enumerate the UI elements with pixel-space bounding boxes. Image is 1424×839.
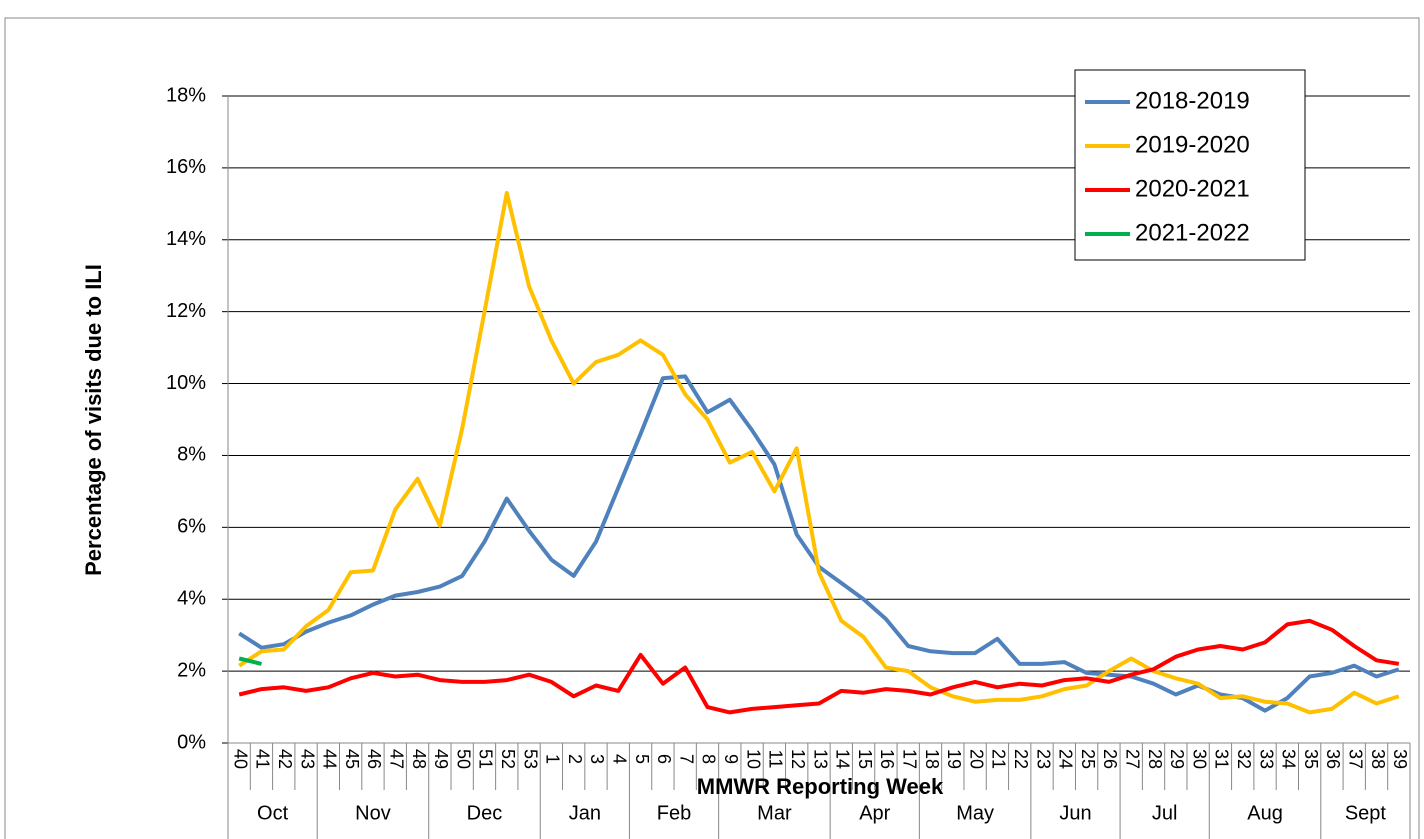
x-tick-label: 33 xyxy=(1256,749,1276,769)
month-label: May xyxy=(956,802,994,824)
x-tick-label: 31 xyxy=(1212,749,1232,769)
x-tick-label: 3 xyxy=(587,754,607,764)
x-tick-label: 18 xyxy=(922,749,942,769)
x-tick-label: 36 xyxy=(1323,749,1343,769)
y-tick-label: 16% xyxy=(166,156,206,178)
month-label: Aug xyxy=(1247,802,1283,824)
x-tick-label: 2 xyxy=(565,754,585,764)
x-axis-label: MMWR Reporting Week xyxy=(697,774,944,799)
x-tick-label: 41 xyxy=(253,749,273,769)
x-tick-label: 48 xyxy=(409,749,429,769)
x-tick-label: 8 xyxy=(699,754,719,764)
x-tick-label: 22 xyxy=(1011,749,1031,769)
x-tick-label: 21 xyxy=(989,749,1009,769)
x-tick-label: 13 xyxy=(810,749,830,769)
x-tick-label: 30 xyxy=(1189,749,1209,769)
month-label: Sept xyxy=(1345,802,1387,824)
x-tick-label: 5 xyxy=(632,754,652,764)
x-tick-label: 40 xyxy=(230,749,250,769)
x-tick-label: 27 xyxy=(1122,749,1142,769)
x-tick-label: 26 xyxy=(1100,749,1120,769)
month-label: Apr xyxy=(859,802,890,824)
y-tick-label: 18% xyxy=(166,84,206,106)
x-tick-label: 17 xyxy=(899,749,919,769)
legend-label: 2018-2019 xyxy=(1135,87,1250,114)
x-tick-label: 47 xyxy=(387,749,407,769)
x-tick-label: 19 xyxy=(944,749,964,769)
x-tick-label: 52 xyxy=(498,749,518,769)
y-tick-label: 2% xyxy=(177,659,206,681)
x-tick-label: 4 xyxy=(610,754,630,764)
x-tick-label: 49 xyxy=(431,749,451,769)
x-tick-label: 10 xyxy=(743,749,763,769)
x-tick-label: 25 xyxy=(1078,749,1098,769)
x-tick-label: 35 xyxy=(1301,749,1321,769)
x-tick-label: 7 xyxy=(676,754,696,764)
x-tick-label: 20 xyxy=(966,749,986,769)
y-tick-label: 8% xyxy=(177,444,206,466)
x-tick-label: 12 xyxy=(788,749,808,769)
x-tick-label: 29 xyxy=(1167,749,1187,769)
x-tick-label: 42 xyxy=(275,749,295,769)
x-tick-label: 43 xyxy=(297,749,317,769)
series-line xyxy=(238,618,1400,715)
y-tick-label: 12% xyxy=(166,300,206,322)
x-tick-label: 34 xyxy=(1279,749,1299,769)
month-label: Nov xyxy=(355,802,391,824)
x-tick-label: 15 xyxy=(855,749,875,769)
x-tick-label: 14 xyxy=(833,749,853,769)
month-label: Jan xyxy=(569,802,601,824)
x-tick-label: 53 xyxy=(520,749,540,769)
month-label: Jun xyxy=(1059,802,1091,824)
x-tick-label: 45 xyxy=(342,749,362,769)
legend-label: 2021-2022 xyxy=(1135,219,1250,246)
month-label: Mar xyxy=(757,802,792,824)
month-label: Dec xyxy=(467,802,503,824)
y-tick-label: 4% xyxy=(177,588,206,610)
month-label: Feb xyxy=(657,802,691,824)
legend-label: 2019-2020 xyxy=(1135,131,1250,158)
y-axis-label: Percentage of visits due to ILI xyxy=(81,264,106,576)
x-tick-label: 46 xyxy=(364,749,384,769)
x-tick-label: 32 xyxy=(1234,749,1254,769)
y-tick-label: 14% xyxy=(166,228,206,250)
x-tick-label: 1 xyxy=(543,754,563,764)
x-tick-label: 16 xyxy=(877,749,897,769)
x-tick-label: 51 xyxy=(476,749,496,769)
x-tick-label: 39 xyxy=(1390,749,1410,769)
x-tick-label: 38 xyxy=(1368,749,1388,769)
x-tick-label: 6 xyxy=(654,754,674,764)
x-tick-label: 24 xyxy=(1056,749,1076,769)
y-tick-label: 0% xyxy=(177,731,206,753)
x-tick-label: 23 xyxy=(1033,749,1053,769)
x-tick-label: 50 xyxy=(453,749,473,769)
x-tick-label: 37 xyxy=(1345,749,1365,769)
y-tick-label: 6% xyxy=(177,516,206,538)
y-tick-label: 10% xyxy=(166,372,206,394)
x-tick-label: 11 xyxy=(766,750,786,769)
month-label: Oct xyxy=(257,802,289,824)
x-tick-label: 28 xyxy=(1145,749,1165,769)
x-tick-label: 44 xyxy=(320,749,340,769)
series-line xyxy=(238,656,262,666)
series-line xyxy=(238,191,1400,715)
x-tick-label: 9 xyxy=(721,754,741,764)
legend-label: 2020-2021 xyxy=(1135,175,1250,202)
month-label: Jul xyxy=(1152,802,1178,824)
